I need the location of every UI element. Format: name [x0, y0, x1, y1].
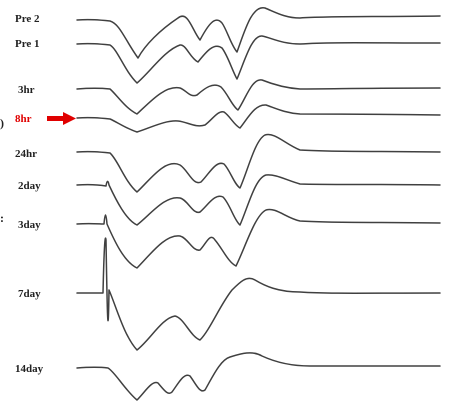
waveform-traces: [76, 7, 441, 401]
trace-label-8hr: 8hr: [15, 113, 32, 125]
edge-glyph-colon: :: [0, 211, 4, 225]
trace-label-3hr: 3hr: [18, 84, 35, 96]
trace-d14: [76, 352, 441, 401]
edge-glyph-paren: ): [0, 116, 4, 130]
trace-d7: [76, 237, 441, 351]
arrow-8hr-shaft: [47, 116, 65, 121]
trace-d3: [76, 208, 441, 269]
trace-label-pre2: Pre 2: [15, 13, 40, 25]
arrow-8hr-annotation: [47, 112, 76, 125]
trace-pre2: [76, 7, 441, 59]
arrow-8hr-head: [63, 112, 76, 125]
trace-h3: [76, 79, 441, 115]
trace-label-2day: 2day: [18, 180, 41, 192]
trace-label-14day: 14day: [15, 363, 44, 375]
trace-label-7day: 7day: [18, 288, 41, 300]
trace-label-pre1: Pre 1: [15, 38, 40, 50]
trace-label-24hr: 24hr: [15, 148, 37, 160]
trace-label-3day: 3day: [18, 219, 41, 231]
trace-h24: [76, 133, 441, 193]
trace-h8: [76, 104, 441, 133]
trace-d2: [76, 174, 441, 226]
trace-pre1: [76, 35, 441, 84]
